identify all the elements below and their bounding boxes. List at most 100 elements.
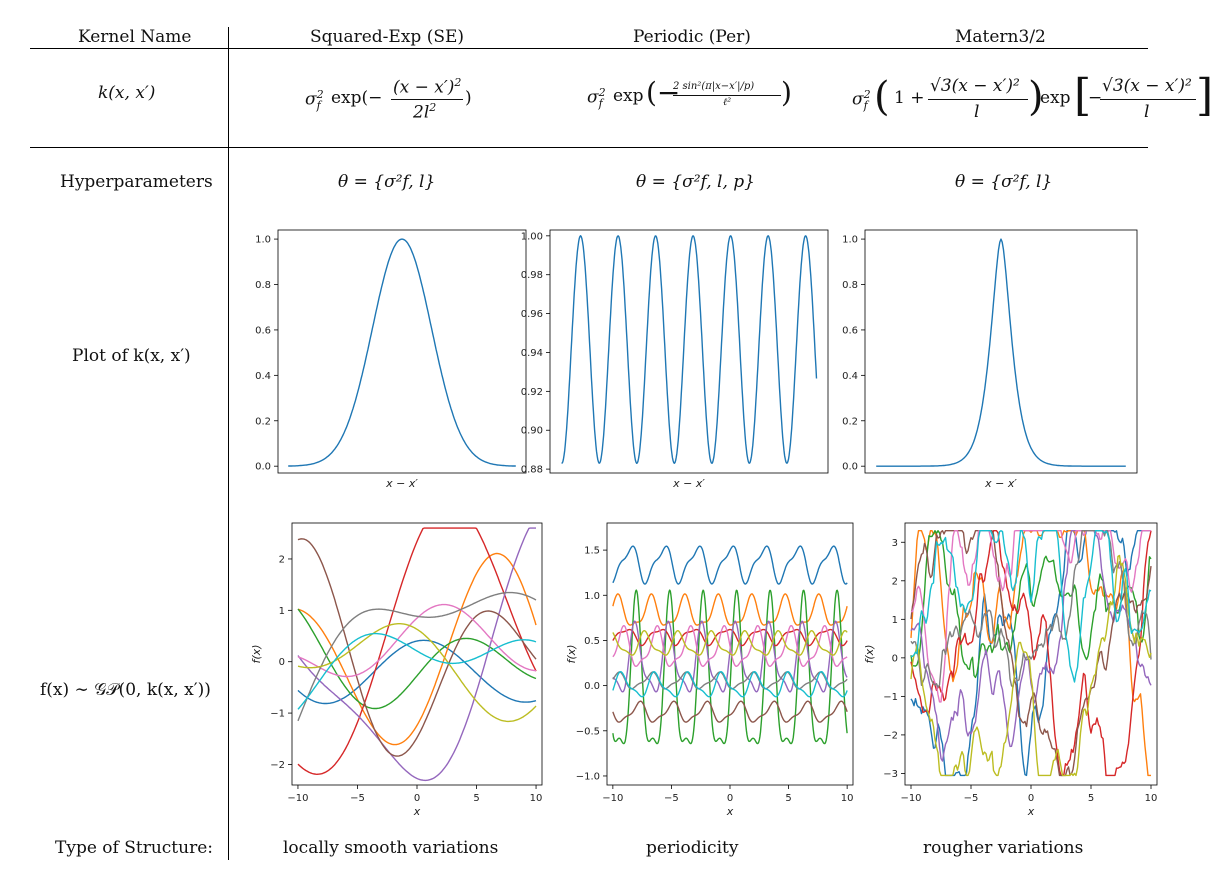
structure-periodic: periodicity — [646, 838, 739, 858]
se-sample-line — [297, 603, 537, 678]
se-kernel-curve — [288, 238, 516, 467]
chart-1-ytick-label: 0.90 — [521, 426, 543, 437]
chart-0-xlabel: x − x′ — [385, 477, 418, 490]
chart-5-xtick-label: −10 — [900, 793, 921, 804]
chart-5-xtick-label: 5 — [1088, 793, 1094, 804]
chart-2-frame — [864, 229, 1138, 474]
chart-4-xtick-label: 5 — [785, 793, 791, 804]
chart-2-ytick-label: 0.6 — [842, 325, 858, 336]
chart-5-xtick-label: 0 — [1028, 793, 1034, 804]
chart-5-xtick-label: −5 — [964, 793, 979, 804]
chart-1-ytick-label: 1.00 — [521, 231, 543, 242]
periodic-sample-line — [612, 620, 848, 693]
row-rule — [30, 147, 1148, 148]
chart-4-xtick-label: −10 — [602, 793, 623, 804]
chart-4-ytick-label: 1.0 — [584, 591, 600, 602]
chart-2-ytick-label: 0.4 — [842, 371, 858, 382]
periodic-sample-line — [612, 628, 848, 647]
header-se: Squared-Exp (SE) — [310, 27, 465, 47]
chart-3-xtick-label: −10 — [287, 793, 308, 804]
header-matern: Matern3/2 — [955, 27, 1046, 47]
chart-3-xlabel: x — [413, 805, 421, 818]
matern-kernel-curve — [876, 238, 1126, 467]
chart-3-ytick-label: −1 — [270, 709, 285, 720]
chart-0-frame — [277, 229, 527, 474]
chart-2-ytick-label: 1.0 — [842, 235, 858, 246]
chart-5-xtick-label: 10 — [1145, 793, 1158, 804]
row-label-plot: Plot of k(x, x′) — [72, 346, 191, 366]
chart-2-ytick-label: 0.2 — [842, 416, 858, 427]
matern-sample-line — [911, 530, 1152, 683]
matern-sample-line — [910, 530, 1152, 777]
chart-5-ytick-label: −2 — [883, 730, 898, 741]
periodic-sample-line — [612, 625, 848, 667]
column-rule — [228, 27, 229, 860]
periodic-kernel-curve — [561, 235, 818, 464]
chart-3-xtick-label: 0 — [414, 793, 420, 804]
chart-2-xlabel: x − x′ — [984, 477, 1017, 490]
chart-3-ytick-label: −2 — [270, 760, 285, 771]
chart-3-ytick-label: 0 — [279, 657, 285, 668]
chart-5-ylabel: f(x) — [863, 645, 876, 664]
chart-5-ytick-label: 2 — [892, 576, 898, 587]
se-sample-line — [297, 538, 537, 757]
chart-4-ytick-label: −1.0 — [576, 771, 600, 782]
se-sample-line — [297, 623, 537, 723]
periodic-sample-line — [612, 671, 848, 698]
header-kernel-name: Kernel Name — [78, 27, 192, 47]
row-label-hyperparameters: Hyperparameters — [60, 172, 213, 192]
chart-0-ytick-label: 1.0 — [255, 235, 271, 246]
se-sample-line — [297, 552, 537, 746]
chart-0-ytick-label: 0.6 — [255, 325, 271, 336]
header-rule — [30, 48, 1148, 49]
periodic-sample-line — [612, 593, 848, 626]
chart-1-xlabel: x − x′ — [672, 477, 705, 490]
chart-1-frame — [549, 229, 829, 474]
chart-4-xtick-label: 10 — [841, 793, 854, 804]
chart-1-ytick-label: 0.88 — [521, 465, 543, 476]
row-label-samples: f(x) ∼ 𝒢𝒫(0, k(x, x′)) — [40, 680, 211, 700]
chart-4-xtick-label: 0 — [727, 793, 733, 804]
chart-4-ytick-label: 0.5 — [584, 636, 600, 647]
chart-3-xtick-label: 10 — [530, 793, 543, 804]
chart-2-ytick-label: 0.0 — [842, 462, 858, 473]
chart-0-ytick-label: 0.2 — [255, 416, 271, 427]
matern-sample-line — [910, 554, 1152, 777]
chart-5-xlabel: x — [1027, 805, 1035, 818]
chart-1-ytick-label: 0.92 — [521, 387, 543, 398]
periodic-sample-line — [612, 545, 848, 585]
se-sample-line — [297, 632, 537, 710]
chart-4-ylabel: f(x) — [565, 645, 578, 664]
chart-0-ytick-label: 0.0 — [255, 462, 271, 473]
chart-3-xtick-label: 5 — [473, 793, 479, 804]
chart-2-ytick-label: 0.8 — [842, 280, 858, 291]
row-label-kernel: k(x, x′) — [98, 83, 156, 103]
chart-5-ytick-label: 0 — [892, 653, 898, 664]
chart-4-ytick-label: −0.5 — [576, 726, 600, 737]
se-sample-line — [297, 527, 537, 775]
chart-5-ytick-label: 3 — [892, 538, 898, 549]
matern-sample-line — [910, 530, 1152, 688]
chart-1-ytick-label: 0.94 — [521, 348, 543, 359]
chart-1-ytick-label: 0.96 — [521, 309, 543, 320]
chart-0-ytick-label: 0.8 — [255, 280, 271, 291]
periodic-sample-line — [612, 630, 848, 656]
chart-5-ytick-label: −3 — [883, 769, 898, 780]
chart-3-ylabel: f(x) — [250, 645, 263, 664]
structure-se: locally smooth variations — [283, 838, 499, 858]
row-label-structure: Type of Structure: — [55, 838, 213, 858]
periodic-sample-line — [612, 700, 848, 723]
se-sample-line — [297, 591, 537, 722]
header-periodic: Periodic (Per) — [633, 27, 751, 47]
se-sample-line — [297, 527, 536, 782]
chart-5-ytick-label: 1 — [892, 615, 898, 626]
matern-sample-line — [910, 530, 1152, 777]
matern-sample-line — [910, 530, 1152, 762]
structure-matern: rougher variations — [923, 838, 1084, 858]
hyperparams-matern: θ = {σ²f, l} — [955, 172, 1053, 192]
hyperparams-periodic: θ = {σ²f, l, p} — [636, 172, 755, 192]
chart-4-xlabel: x — [726, 805, 734, 818]
chart-3-xtick-label: −5 — [350, 793, 365, 804]
chart-4-xtick-label: −5 — [664, 793, 679, 804]
